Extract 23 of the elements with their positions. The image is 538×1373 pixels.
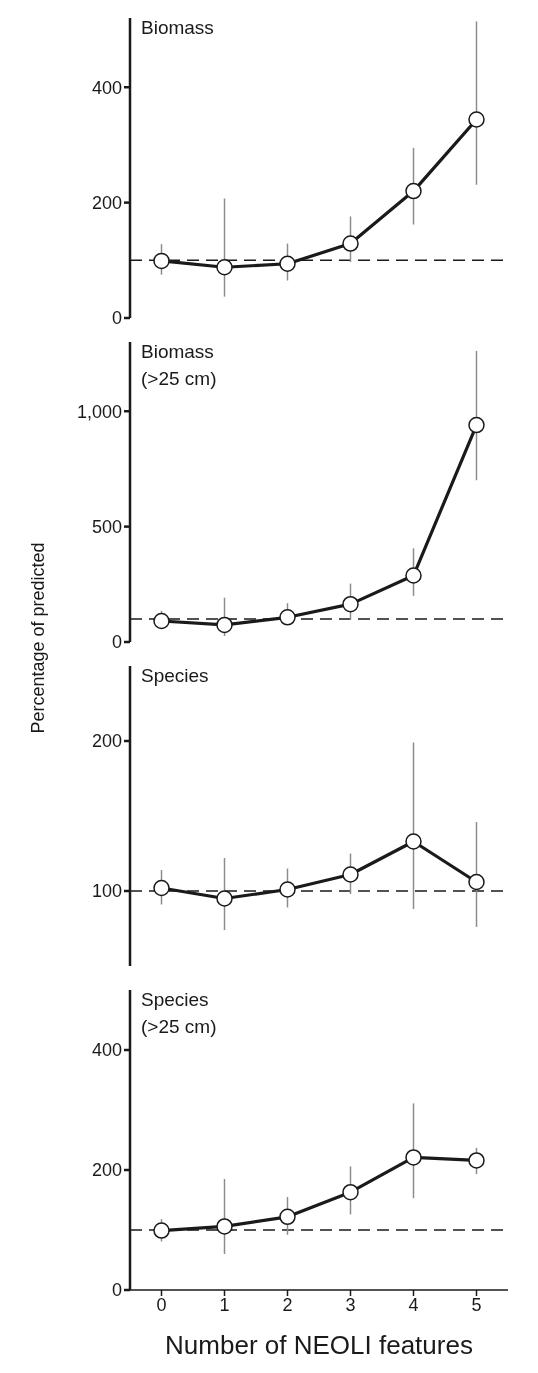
text: Biomass (>25 cm)	[141, 340, 218, 391]
y-tick-label: 0	[111, 632, 122, 653]
y-tick-label: 400	[91, 77, 122, 98]
y-tick-label: 500	[91, 517, 122, 538]
x-tick-label: 0	[156, 1294, 167, 1315]
x-axis-title: Number of NEOLI features	[165, 1330, 473, 1360]
x-tick-label: 4	[408, 1294, 419, 1315]
y-tick-label: 200	[91, 193, 122, 214]
x-tick-label: 1	[219, 1294, 230, 1315]
y-tick-label: 200	[91, 1160, 122, 1181]
chart-title: Species	[141, 664, 210, 688]
y-tick-label: 100	[91, 881, 122, 902]
x-tick-label: 3	[345, 1294, 356, 1315]
y-tick-label: 0	[111, 308, 122, 329]
y-tick-label: 200	[91, 731, 122, 752]
x-tick-label: 2	[282, 1294, 293, 1315]
y-axis-title: Percentage of predicted	[27, 542, 49, 734]
x-tick-label: 5	[471, 1294, 482, 1315]
y-tick-label: 0	[111, 1280, 122, 1301]
y-tick-label: 400	[91, 1040, 122, 1061]
text: Species (>25 cm)	[141, 988, 218, 1039]
chart-title: Biomass	[141, 16, 215, 40]
y-tick-label: 1,000	[76, 401, 122, 422]
